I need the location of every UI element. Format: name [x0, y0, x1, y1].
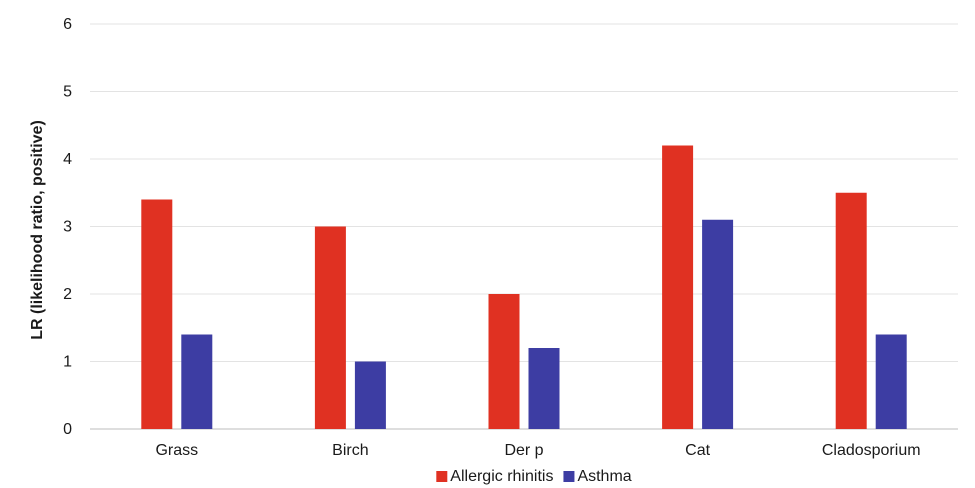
y-tick-label: 0 [63, 421, 72, 438]
x-tick-label: Der p [504, 442, 543, 459]
legend-item: Asthma [563, 468, 632, 485]
bar-allergic-rhinitis [488, 294, 520, 429]
bar-allergic-rhinitis [314, 226, 346, 429]
bar-allergic-rhinitis [662, 145, 694, 429]
gridlines [90, 23, 958, 430]
bar-asthma [875, 334, 907, 429]
bar-allergic-rhinitis [835, 192, 867, 429]
bar-asthma [702, 219, 734, 429]
x-tick-label: Grass [155, 442, 198, 459]
y-axis-ticks: 0 1 2 3 4 5 6 [63, 16, 72, 438]
bar-asthma [528, 348, 560, 429]
x-tick-label: Cladosporium [822, 442, 921, 459]
legend-swatch [563, 471, 575, 482]
legend-item: Allergic rhinitis [436, 468, 553, 485]
legend-label: Allergic rhinitis [450, 468, 553, 485]
y-tick-label: 6 [63, 16, 72, 33]
bars [141, 145, 907, 429]
x-tick-label: Cat [685, 442, 710, 459]
legend-label: Asthma [577, 468, 631, 485]
y-tick-label: 2 [63, 286, 72, 303]
legend: Allergic rhinitis Asthma [436, 468, 632, 485]
y-tick-label: 5 [63, 84, 72, 101]
y-tick-label: 3 [63, 219, 72, 236]
bar-allergic-rhinitis [141, 199, 173, 429]
y-tick-label: 1 [63, 354, 72, 371]
x-tick-label: Birch [332, 442, 368, 459]
x-axis-labels: Grass Birch Der p Cat Cladosporium [155, 442, 920, 459]
legend-swatch [436, 471, 448, 482]
bar-asthma [354, 361, 386, 429]
bar-asthma [181, 334, 213, 429]
y-tick-label: 4 [63, 151, 72, 168]
y-axis-label: LR (likelihood ratio, positive) [29, 120, 46, 340]
